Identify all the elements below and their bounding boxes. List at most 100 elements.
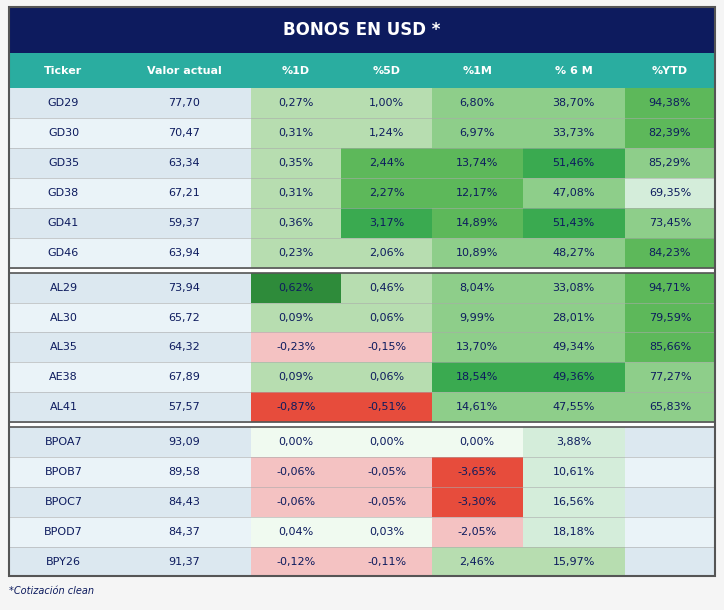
Bar bbox=[341, 547, 432, 576]
Text: 51,43%: 51,43% bbox=[552, 218, 594, 228]
Bar bbox=[251, 303, 341, 332]
Bar bbox=[432, 88, 523, 118]
Text: 13,74%: 13,74% bbox=[456, 158, 498, 168]
Text: 47,08%: 47,08% bbox=[552, 188, 595, 198]
Text: -0,23%: -0,23% bbox=[277, 342, 316, 353]
Bar bbox=[9, 457, 715, 487]
Text: 1,24%: 1,24% bbox=[369, 128, 404, 138]
Text: 10,61%: 10,61% bbox=[552, 467, 594, 477]
Bar bbox=[251, 547, 341, 576]
Text: 0,35%: 0,35% bbox=[278, 158, 313, 168]
Text: -3,30%: -3,30% bbox=[458, 497, 497, 507]
Bar bbox=[341, 208, 432, 238]
Text: BPY26: BPY26 bbox=[46, 556, 81, 567]
Bar bbox=[432, 303, 523, 332]
Text: GD46: GD46 bbox=[48, 248, 79, 258]
Bar bbox=[523, 332, 625, 362]
Text: 64,32: 64,32 bbox=[169, 342, 201, 353]
Text: BPOA7: BPOA7 bbox=[45, 437, 83, 447]
Bar bbox=[625, 88, 715, 118]
Text: 28,01%: 28,01% bbox=[552, 312, 595, 323]
Text: 3,17%: 3,17% bbox=[369, 218, 404, 228]
Text: 84,43: 84,43 bbox=[169, 497, 201, 507]
Text: 16,56%: 16,56% bbox=[552, 497, 594, 507]
Text: 94,71%: 94,71% bbox=[649, 282, 691, 293]
Text: AL35: AL35 bbox=[49, 342, 77, 353]
Text: 65,72: 65,72 bbox=[169, 312, 201, 323]
Bar bbox=[251, 208, 341, 238]
Bar bbox=[523, 88, 625, 118]
Text: -0,87%: -0,87% bbox=[276, 402, 316, 412]
Bar bbox=[432, 148, 523, 178]
Text: 63,34: 63,34 bbox=[169, 158, 201, 168]
Text: 0,04%: 0,04% bbox=[278, 526, 313, 537]
Bar bbox=[625, 362, 715, 392]
Bar bbox=[9, 148, 715, 178]
Text: 13,70%: 13,70% bbox=[456, 342, 498, 353]
Text: BPOD7: BPOD7 bbox=[44, 526, 83, 537]
Text: GD29: GD29 bbox=[48, 98, 79, 109]
Bar bbox=[9, 487, 715, 517]
Text: 0,00%: 0,00% bbox=[460, 437, 494, 447]
Bar bbox=[523, 273, 625, 303]
Text: 82,39%: 82,39% bbox=[649, 128, 691, 138]
Bar bbox=[625, 148, 715, 178]
Text: AL30: AL30 bbox=[49, 312, 77, 323]
Bar bbox=[625, 238, 715, 268]
Bar bbox=[341, 148, 432, 178]
Bar bbox=[9, 427, 715, 457]
Text: 6,80%: 6,80% bbox=[460, 98, 495, 109]
Text: -2,05%: -2,05% bbox=[458, 526, 497, 537]
Bar bbox=[523, 208, 625, 238]
Text: 3,88%: 3,88% bbox=[556, 437, 592, 447]
Bar bbox=[9, 178, 715, 208]
Bar bbox=[625, 208, 715, 238]
Bar bbox=[523, 392, 625, 422]
Text: -0,11%: -0,11% bbox=[367, 556, 406, 567]
Text: 85,66%: 85,66% bbox=[649, 342, 691, 353]
Bar bbox=[432, 487, 523, 517]
Bar bbox=[432, 392, 523, 422]
Bar bbox=[341, 238, 432, 268]
Text: 93,09: 93,09 bbox=[169, 437, 201, 447]
Bar bbox=[523, 457, 625, 487]
Bar bbox=[432, 273, 523, 303]
Bar bbox=[251, 392, 341, 422]
Bar bbox=[341, 362, 432, 392]
Text: GD38: GD38 bbox=[48, 188, 79, 198]
Bar bbox=[9, 422, 715, 427]
Text: 0,09%: 0,09% bbox=[278, 372, 313, 382]
Text: 0,31%: 0,31% bbox=[278, 128, 313, 138]
Bar bbox=[523, 362, 625, 392]
Text: 0,62%: 0,62% bbox=[278, 282, 313, 293]
Bar bbox=[341, 88, 432, 118]
Text: 10,89%: 10,89% bbox=[456, 248, 498, 258]
Text: 85,29%: 85,29% bbox=[649, 158, 691, 168]
Bar bbox=[625, 332, 715, 362]
Bar bbox=[523, 427, 625, 457]
Bar bbox=[625, 303, 715, 332]
Text: 2,27%: 2,27% bbox=[369, 188, 404, 198]
Text: Ticker: Ticker bbox=[44, 66, 83, 76]
Bar bbox=[251, 332, 341, 362]
Bar bbox=[251, 178, 341, 208]
Text: 91,37: 91,37 bbox=[169, 556, 201, 567]
Bar bbox=[432, 457, 523, 487]
Bar bbox=[251, 238, 341, 268]
Text: -0,06%: -0,06% bbox=[277, 497, 316, 507]
Bar bbox=[341, 427, 432, 457]
Bar bbox=[432, 118, 523, 148]
Text: 89,58: 89,58 bbox=[169, 467, 201, 477]
Text: 0,09%: 0,09% bbox=[278, 312, 313, 323]
Bar bbox=[9, 53, 715, 88]
Bar bbox=[341, 118, 432, 148]
Text: 2,06%: 2,06% bbox=[369, 248, 404, 258]
Bar bbox=[251, 457, 341, 487]
Text: AE38: AE38 bbox=[49, 372, 78, 382]
Text: 49,34%: 49,34% bbox=[552, 342, 595, 353]
Bar bbox=[432, 517, 523, 547]
Text: BPOB7: BPOB7 bbox=[45, 467, 83, 477]
Bar bbox=[341, 273, 432, 303]
Text: 0,06%: 0,06% bbox=[369, 372, 404, 382]
Text: 0,00%: 0,00% bbox=[278, 437, 313, 447]
